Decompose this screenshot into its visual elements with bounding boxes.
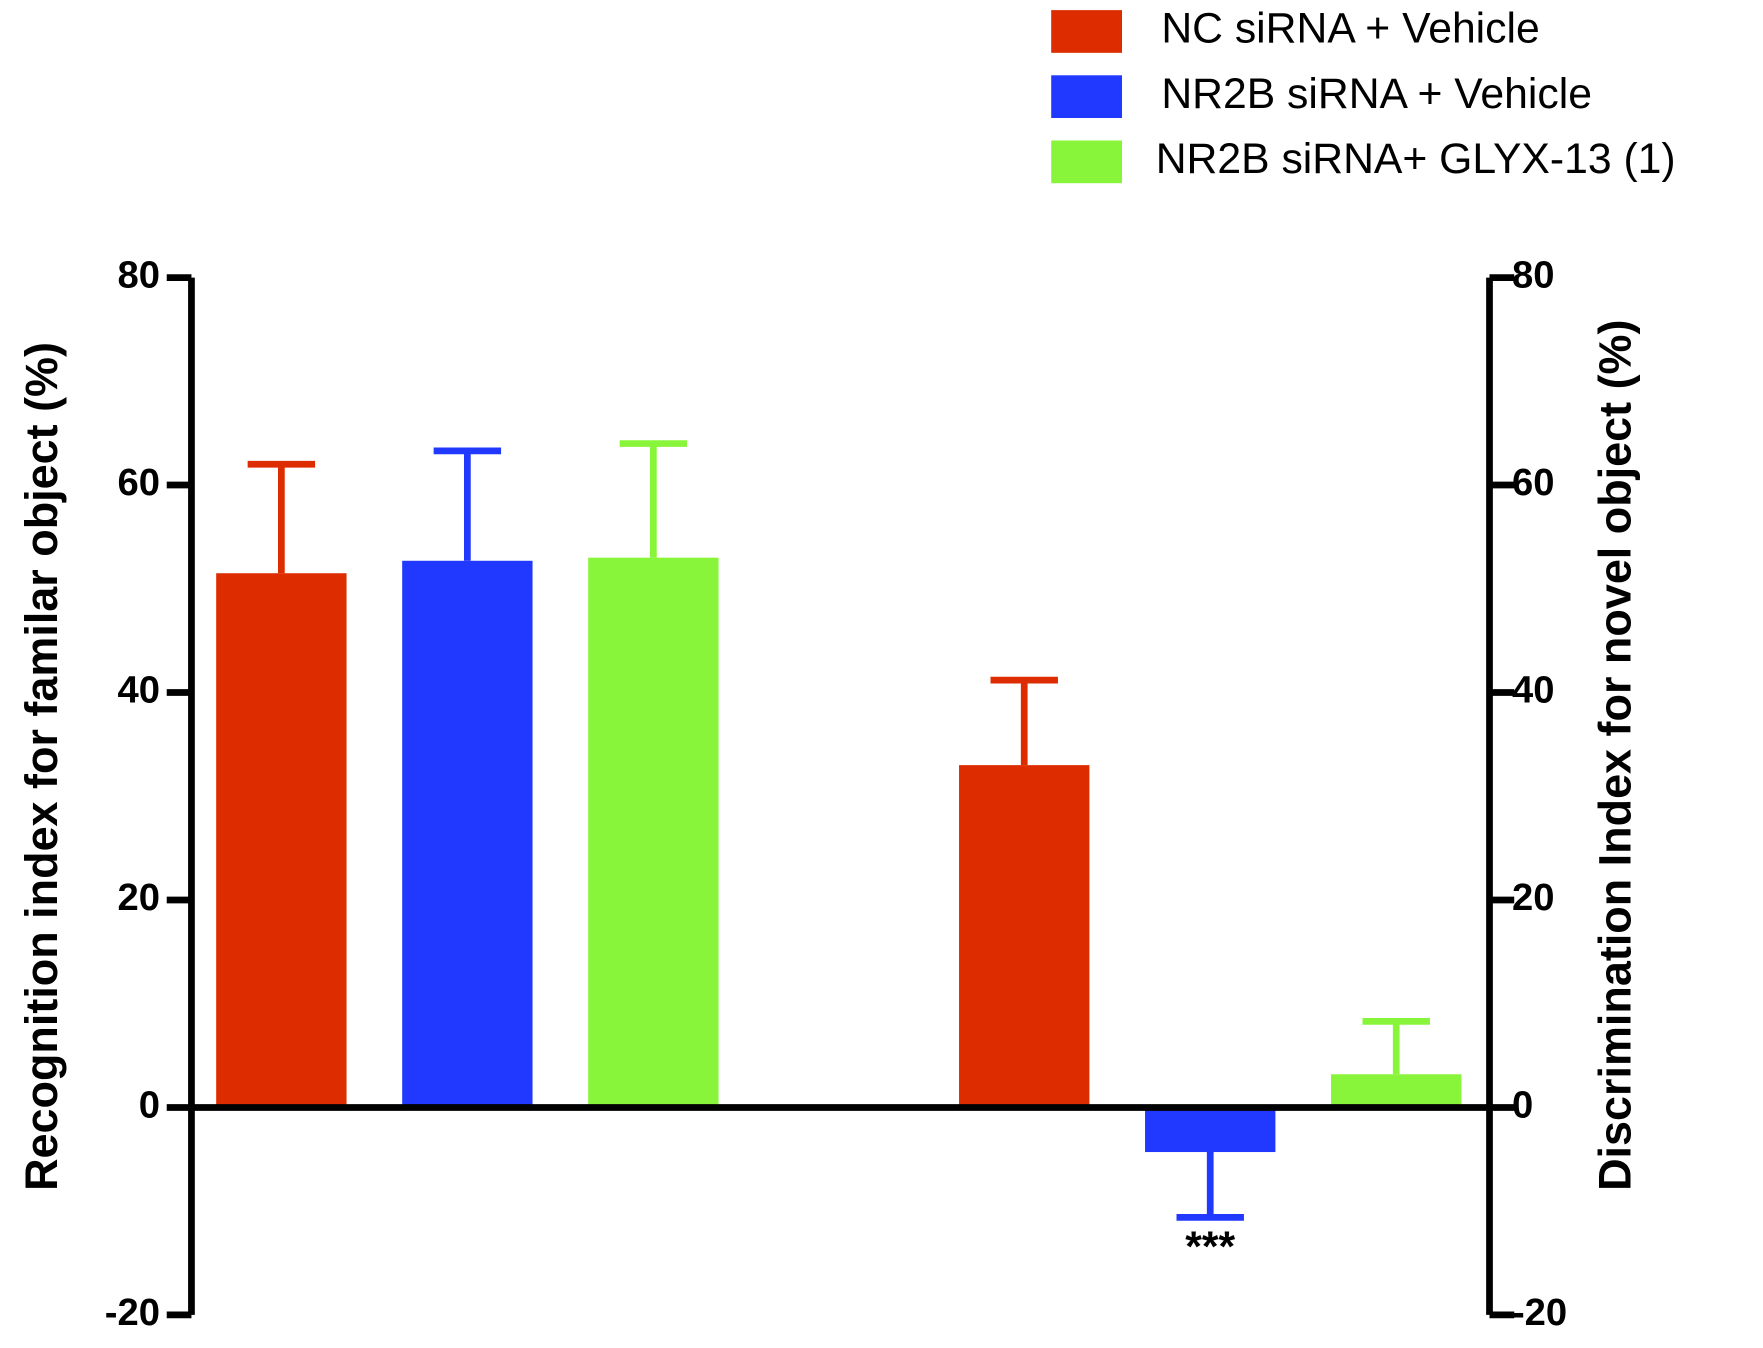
legend-label: NC siRNA + Vehicle [1161,5,1539,53]
legend-label: NR2B siRNA+ GLYX-13 (1) [1156,135,1676,183]
y-axis-title: Recognition index for familar object (%) [16,342,67,1191]
legend-label: NR2B siRNA + Vehicle [1161,70,1592,118]
y2-tick-label: -20 [1512,1291,1567,1334]
y-tick-label: -20 [105,1291,160,1334]
bar [216,573,347,1108]
annotation: *** [1185,1223,1235,1271]
y-tick-label: 0 [139,1084,160,1127]
bar [588,557,719,1108]
y-tick-label: 80 [117,254,160,297]
y2-tick-label: 60 [1512,461,1555,504]
bar [959,765,1090,1108]
y2-tick-label: 80 [1512,254,1555,297]
y2-tick-label: 0 [1512,1084,1533,1127]
y-tick-label: 60 [117,461,160,504]
legend-swatch [1051,140,1123,184]
y2-axis-title: Discrimination Index for novel object (%… [1590,320,1641,1191]
bar [1145,1107,1276,1153]
y-tick-label: 40 [117,669,160,712]
y-tick-label: 20 [117,876,160,919]
bar [402,560,533,1108]
legend-swatch [1051,75,1123,119]
bar [1331,1074,1462,1108]
y2-tick-label: 40 [1512,669,1555,712]
legend-swatch [1051,10,1123,53]
y2-tick-label: 20 [1512,876,1555,919]
